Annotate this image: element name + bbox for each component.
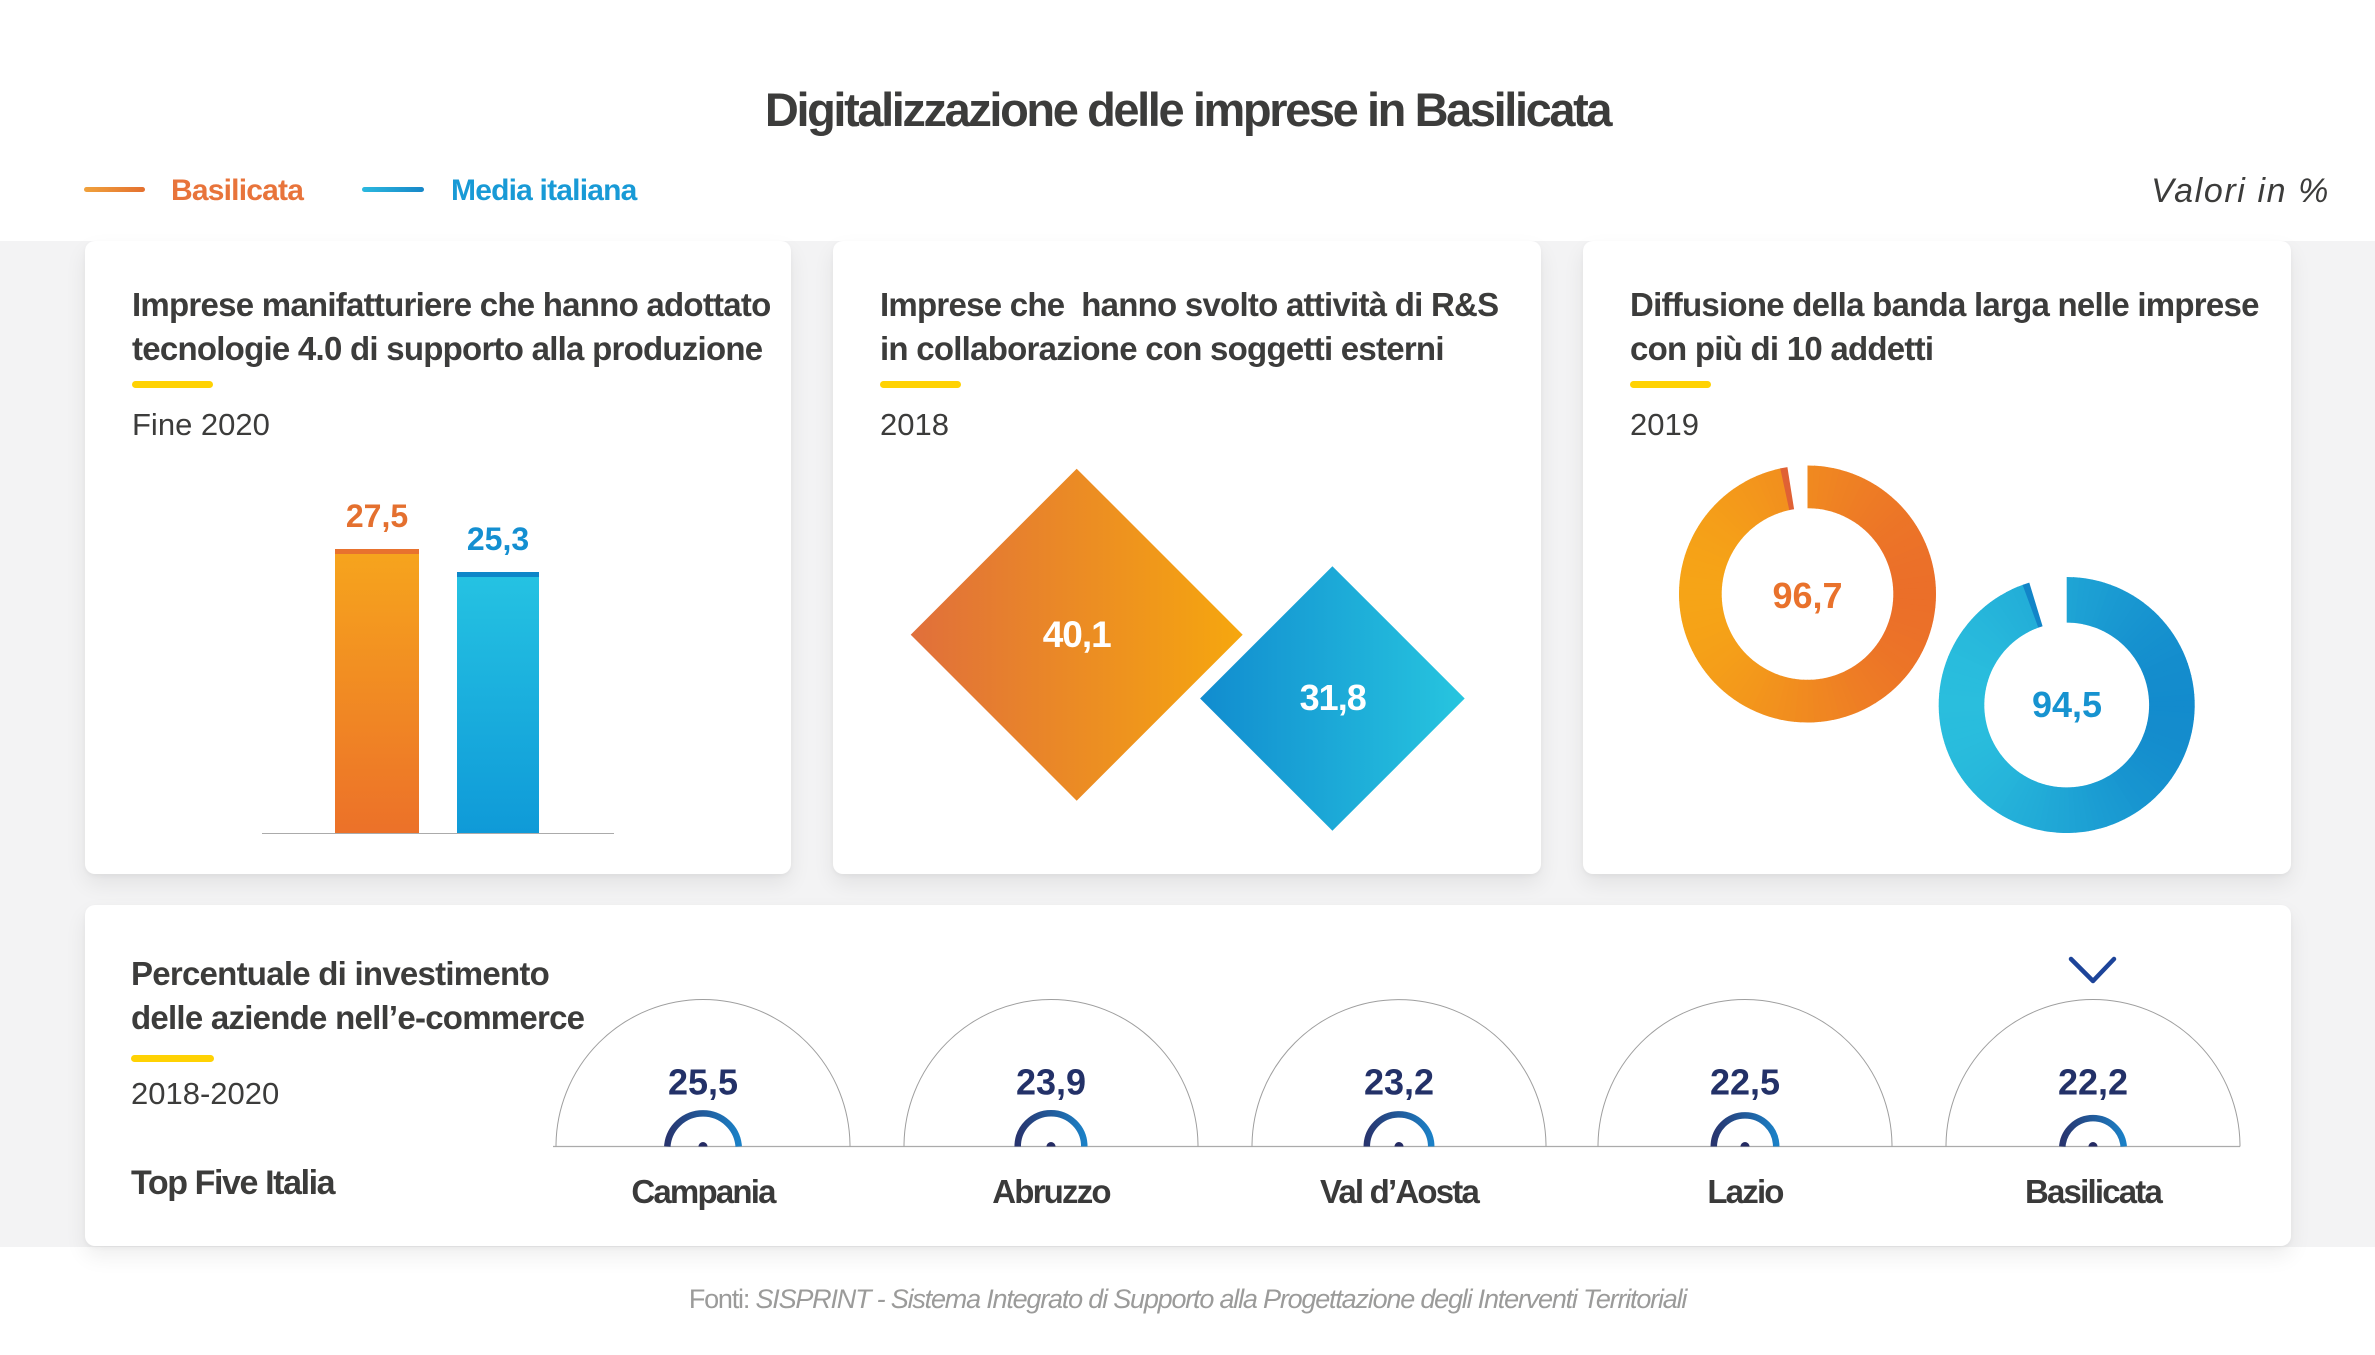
svg-text:31,8: 31,8 [1300, 677, 1366, 718]
svg-text:22,5: 22,5 [1710, 1061, 1780, 1102]
svg-text:22,2: 22,2 [2058, 1061, 2128, 1102]
svg-text:Val d’Aosta: Val d’Aosta [1320, 1173, 1481, 1210]
svg-text:Lazio: Lazio [1707, 1173, 1783, 1210]
svg-text:Abruzzo: Abruzzo [992, 1173, 1110, 1210]
svg-text:Campania: Campania [631, 1173, 777, 1210]
svg-text:23,2: 23,2 [1364, 1061, 1434, 1102]
svg-text:40,1: 40,1 [1043, 614, 1111, 655]
svg-text:23,9: 23,9 [1016, 1061, 1086, 1102]
svg-text:Basilicata: Basilicata [2025, 1173, 2164, 1210]
svg-text:25,5: 25,5 [668, 1061, 738, 1102]
